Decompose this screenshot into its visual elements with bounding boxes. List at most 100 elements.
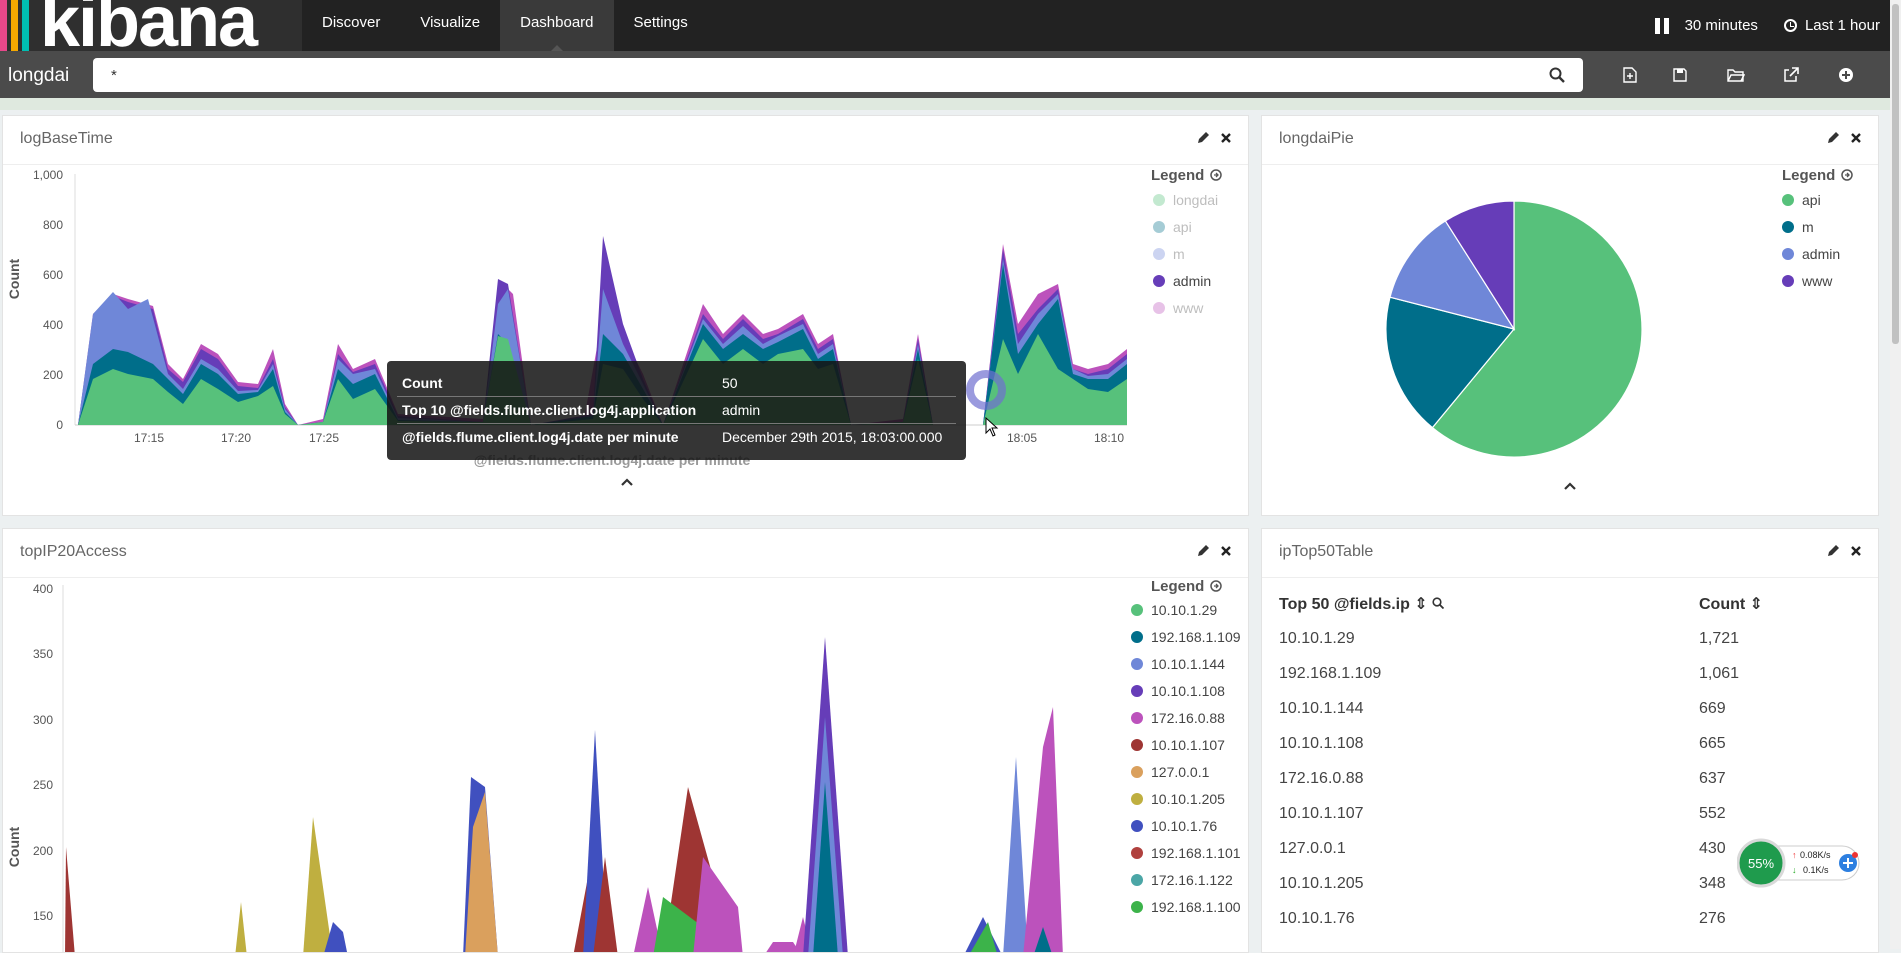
open-folder-icon[interactable] <box>1725 64 1747 86</box>
add-panel-icon[interactable] <box>1835 64 1857 86</box>
area-spike <box>303 817 333 952</box>
sort-icon[interactable]: ⇕ <box>1414 596 1428 613</box>
sort-icon[interactable]: ⇕ <box>1749 596 1764 613</box>
close-icon[interactable] <box>1850 131 1862 147</box>
tooltip-value: December 29th 2015, 18:03:00.000 <box>722 429 943 445</box>
cell-ip[interactable]: 10.10.1.29 <box>1279 630 1355 647</box>
legend-header[interactable]: Legend <box>1151 167 1222 184</box>
legend-label: longdai <box>1173 192 1219 208</box>
legend-item-ip[interactable]: 192.168.1.100 <box>1131 899 1241 915</box>
panel-header: logBaseTime <box>3 116 1248 165</box>
legend-item-admin[interactable]: admin <box>1782 246 1840 262</box>
nav-visualize[interactable]: Visualize <box>420 14 481 31</box>
legend-item-m[interactable]: m <box>1782 219 1814 235</box>
legend-label: api <box>1802 192 1821 208</box>
legend-item-admin[interactable]: admin <box>1153 273 1211 289</box>
legend-item-api[interactable]: api <box>1782 192 1821 208</box>
legend-label: 10.10.1.29 <box>1151 602 1218 618</box>
y-tick: 300 <box>33 713 53 727</box>
legend-header[interactable]: Legend <box>1782 167 1853 184</box>
pencil-icon[interactable] <box>1827 544 1840 560</box>
legend-item-api[interactable]: api <box>1153 219 1192 235</box>
legend-item-ip[interactable]: 172.16.0.88 <box>1131 710 1225 726</box>
pie-slice-m[interactable] <box>1385 296 1516 429</box>
legend-item-ip[interactable]: 172.16.1.122 <box>1131 872 1233 888</box>
legend-item-ip[interactable]: 10.10.1.205 <box>1131 791 1225 807</box>
pause-icon[interactable] <box>1654 17 1669 34</box>
legend-toggle-icon[interactable] <box>1210 579 1222 595</box>
y-tick: 0 <box>56 418 63 432</box>
nav-settings[interactable]: Settings <box>633 14 688 31</box>
refresh-interval[interactable]: 30 minutes <box>1684 17 1758 34</box>
cell-ip[interactable]: 192.168.1.109 <box>1279 665 1382 682</box>
time-range[interactable]: Last 1 hour <box>1804 17 1880 34</box>
panel-title: logBaseTime <box>20 130 113 147</box>
pencil-icon[interactable] <box>1197 544 1210 560</box>
cell-ip[interactable]: 10.10.1.205 <box>1279 875 1364 892</box>
legend-toggle-icon[interactable] <box>1210 168 1222 184</box>
legend-label: admin <box>1173 273 1212 289</box>
legend-item-ip[interactable]: 10.10.1.107 <box>1131 737 1225 753</box>
legend-dot <box>1153 302 1165 314</box>
table-row: 127.0.0.1 430 <box>1279 840 1859 875</box>
legend-item-www[interactable]: www <box>1782 273 1832 289</box>
legend-item-ip[interactable]: 10.10.1.144 <box>1131 656 1225 672</box>
share-icon[interactable] <box>1780 64 1802 86</box>
legend-title: Legend <box>1151 167 1205 184</box>
query-input[interactable] <box>93 58 1583 92</box>
col-header-count[interactable]: Count ⇕ <box>1699 594 1763 614</box>
panel-header: ipTop50Table <box>1262 529 1878 578</box>
y-tick: 400 <box>33 582 53 596</box>
cell-ip[interactable]: 10.10.1.76 <box>1279 910 1355 927</box>
kibana-logo[interactable]: kibana <box>0 0 302 51</box>
collapse-chevron-icon[interactable] <box>1564 482 1576 490</box>
legend-item-m[interactable]: m <box>1153 246 1185 262</box>
legend-dot <box>1131 604 1143 616</box>
cell-ip[interactable]: 10.10.1.107 <box>1279 805 1364 822</box>
page-scrollbar[interactable] <box>1890 0 1901 949</box>
close-icon[interactable] <box>1850 544 1862 560</box>
legend-title: Legend <box>1782 167 1836 184</box>
cell-ip[interactable]: 127.0.0.1 <box>1279 840 1346 857</box>
network-speed-widget[interactable]: 55% ↑ 0.08K/s ↓ 0.1K/s <box>1737 838 1862 888</box>
legend-dot <box>1131 847 1143 859</box>
pencil-icon[interactable] <box>1197 131 1210 147</box>
legend-item-ip[interactable]: 192.168.1.101 <box>1131 845 1241 861</box>
legend-item-ip[interactable]: 192.168.1.109 <box>1131 629 1241 645</box>
cell-ip[interactable]: 10.10.1.108 <box>1279 735 1364 752</box>
search-icon[interactable] <box>1432 596 1445 613</box>
legend-item-www[interactable]: www <box>1153 300 1203 316</box>
nav-dashboard[interactable]: Dashboard <box>500 0 614 51</box>
new-dashboard-icon[interactable] <box>1619 64 1641 86</box>
legend-dot <box>1131 793 1143 805</box>
cell-ip[interactable]: 172.16.0.88 <box>1279 770 1364 787</box>
legend-item-ip[interactable]: 10.10.1.108 <box>1131 683 1225 699</box>
save-icon[interactable] <box>1669 64 1691 86</box>
up-arrow-icon: ↑ <box>1792 850 1797 860</box>
col-header-ip[interactable]: Top 50 @fields.ip ⇕ <box>1279 594 1445 614</box>
legend-dot <box>1153 194 1165 206</box>
pencil-icon[interactable] <box>1827 131 1840 147</box>
panel-header: longdaiPie <box>1262 116 1878 165</box>
scrollbar-thumb[interactable] <box>1892 4 1899 344</box>
area-spike <box>324 922 347 952</box>
legend-header[interactable]: Legend <box>1151 578 1222 595</box>
close-icon[interactable] <box>1220 131 1232 147</box>
collapse-chevron-icon[interactable] <box>621 478 633 486</box>
legend-item-longdai[interactable]: longdai <box>1153 192 1218 208</box>
cell-ip[interactable]: 10.10.1.144 <box>1279 700 1364 717</box>
nav-discover[interactable]: Discover <box>322 14 381 31</box>
legend-item-ip[interactable]: 10.10.1.29 <box>1131 602 1217 618</box>
close-icon[interactable] <box>1220 544 1232 560</box>
legend-toggle-icon[interactable] <box>1841 168 1853 184</box>
search-icon[interactable] <box>1543 62 1571 88</box>
legend-label: m <box>1802 219 1814 235</box>
legend-item-ip[interactable]: 127.0.0.1 <box>1131 764 1209 780</box>
pie-slice-api[interactable] <box>1431 200 1643 458</box>
area-spike <box>465 792 498 952</box>
legend-item-ip[interactable]: 10.10.1.76 <box>1131 818 1217 834</box>
legend-label: 192.168.1.100 <box>1151 899 1241 915</box>
pie-slice-www[interactable] <box>1444 200 1515 332</box>
pie-slice-admin[interactable] <box>1389 220 1516 330</box>
legend-dot <box>1782 221 1794 233</box>
